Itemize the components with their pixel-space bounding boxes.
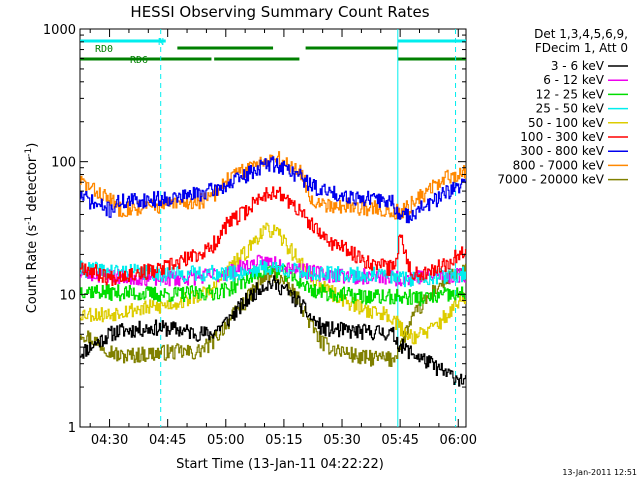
flag-label-rd0: RD0 <box>95 44 113 55</box>
chart-title: HESSI Observing Summary Count Rates <box>130 3 429 21</box>
series-line <box>80 263 466 367</box>
x-tick-label: 04:45 <box>149 433 186 448</box>
flag-bars: NRD0RD6 <box>80 37 466 66</box>
y-axis-label: Count Rate (s-1 detector-1) <box>24 143 40 314</box>
legend-label: 100 - 300 keV <box>520 130 604 144</box>
series-line <box>80 186 466 286</box>
y-tick-label: 10 <box>59 288 76 303</box>
series-group <box>80 151 466 387</box>
x-axis-label: Start Time (13-Jan-11 04:22:22) <box>176 457 384 472</box>
legend-label: 25 - 50 keV <box>536 102 605 116</box>
x-tick-label: 06:00 <box>440 433 477 448</box>
legend-label: 7000 - 20000 keV <box>497 173 604 187</box>
y-axis-label-sup1: -1 <box>24 216 34 225</box>
legend-label: 50 - 100 keV <box>528 116 605 130</box>
legend-label: 6 - 12 keV <box>543 73 605 87</box>
flag-label-rd6: RD6 <box>130 55 148 66</box>
x-tick-label: 05:30 <box>323 433 360 448</box>
series-line <box>80 262 466 307</box>
mode-change-lines <box>160 29 457 427</box>
legend-label: 3 - 6 keV <box>551 59 605 73</box>
legend-header-line1: Det 1,3,4,5,6,9, <box>534 27 628 41</box>
y-axis-label-part3: ) <box>25 143 40 148</box>
y-axis-label-sup2: -1 <box>24 148 34 157</box>
legend-label: 800 - 7000 keV <box>513 158 605 172</box>
series-line <box>80 151 466 220</box>
y-axis-label-part1: Count Rate (s <box>25 225 40 314</box>
x-tick-label: 05:45 <box>381 433 418 448</box>
legend-label: 12 - 25 keV <box>536 87 605 101</box>
series-line <box>80 275 466 387</box>
y-tick-label: 100 <box>51 156 76 171</box>
series-line <box>80 222 466 345</box>
series-line <box>80 260 466 288</box>
legend-header-line2: FDecim 1, Att 0 <box>535 41 628 55</box>
legend-label: 300 - 800 keV <box>520 144 604 158</box>
x-tick-label: 05:15 <box>265 433 302 448</box>
x-tick-label: 04:30 <box>91 433 128 448</box>
x-tick-label: 05:00 <box>207 433 244 448</box>
series-line <box>80 156 466 224</box>
y-axis-label-part2: detector <box>25 156 40 216</box>
y-tick-label: 1000 <box>43 23 76 38</box>
y-tick-label: 1 <box>68 421 76 436</box>
axes-group: 1 10 100 1000 04:30 04:45 05:00 05:15 05:30 05:45… <box>43 23 477 448</box>
footer-timestamp: 13-Jan-2011 12:51 <box>562 468 637 477</box>
plot-frame <box>79 28 467 428</box>
